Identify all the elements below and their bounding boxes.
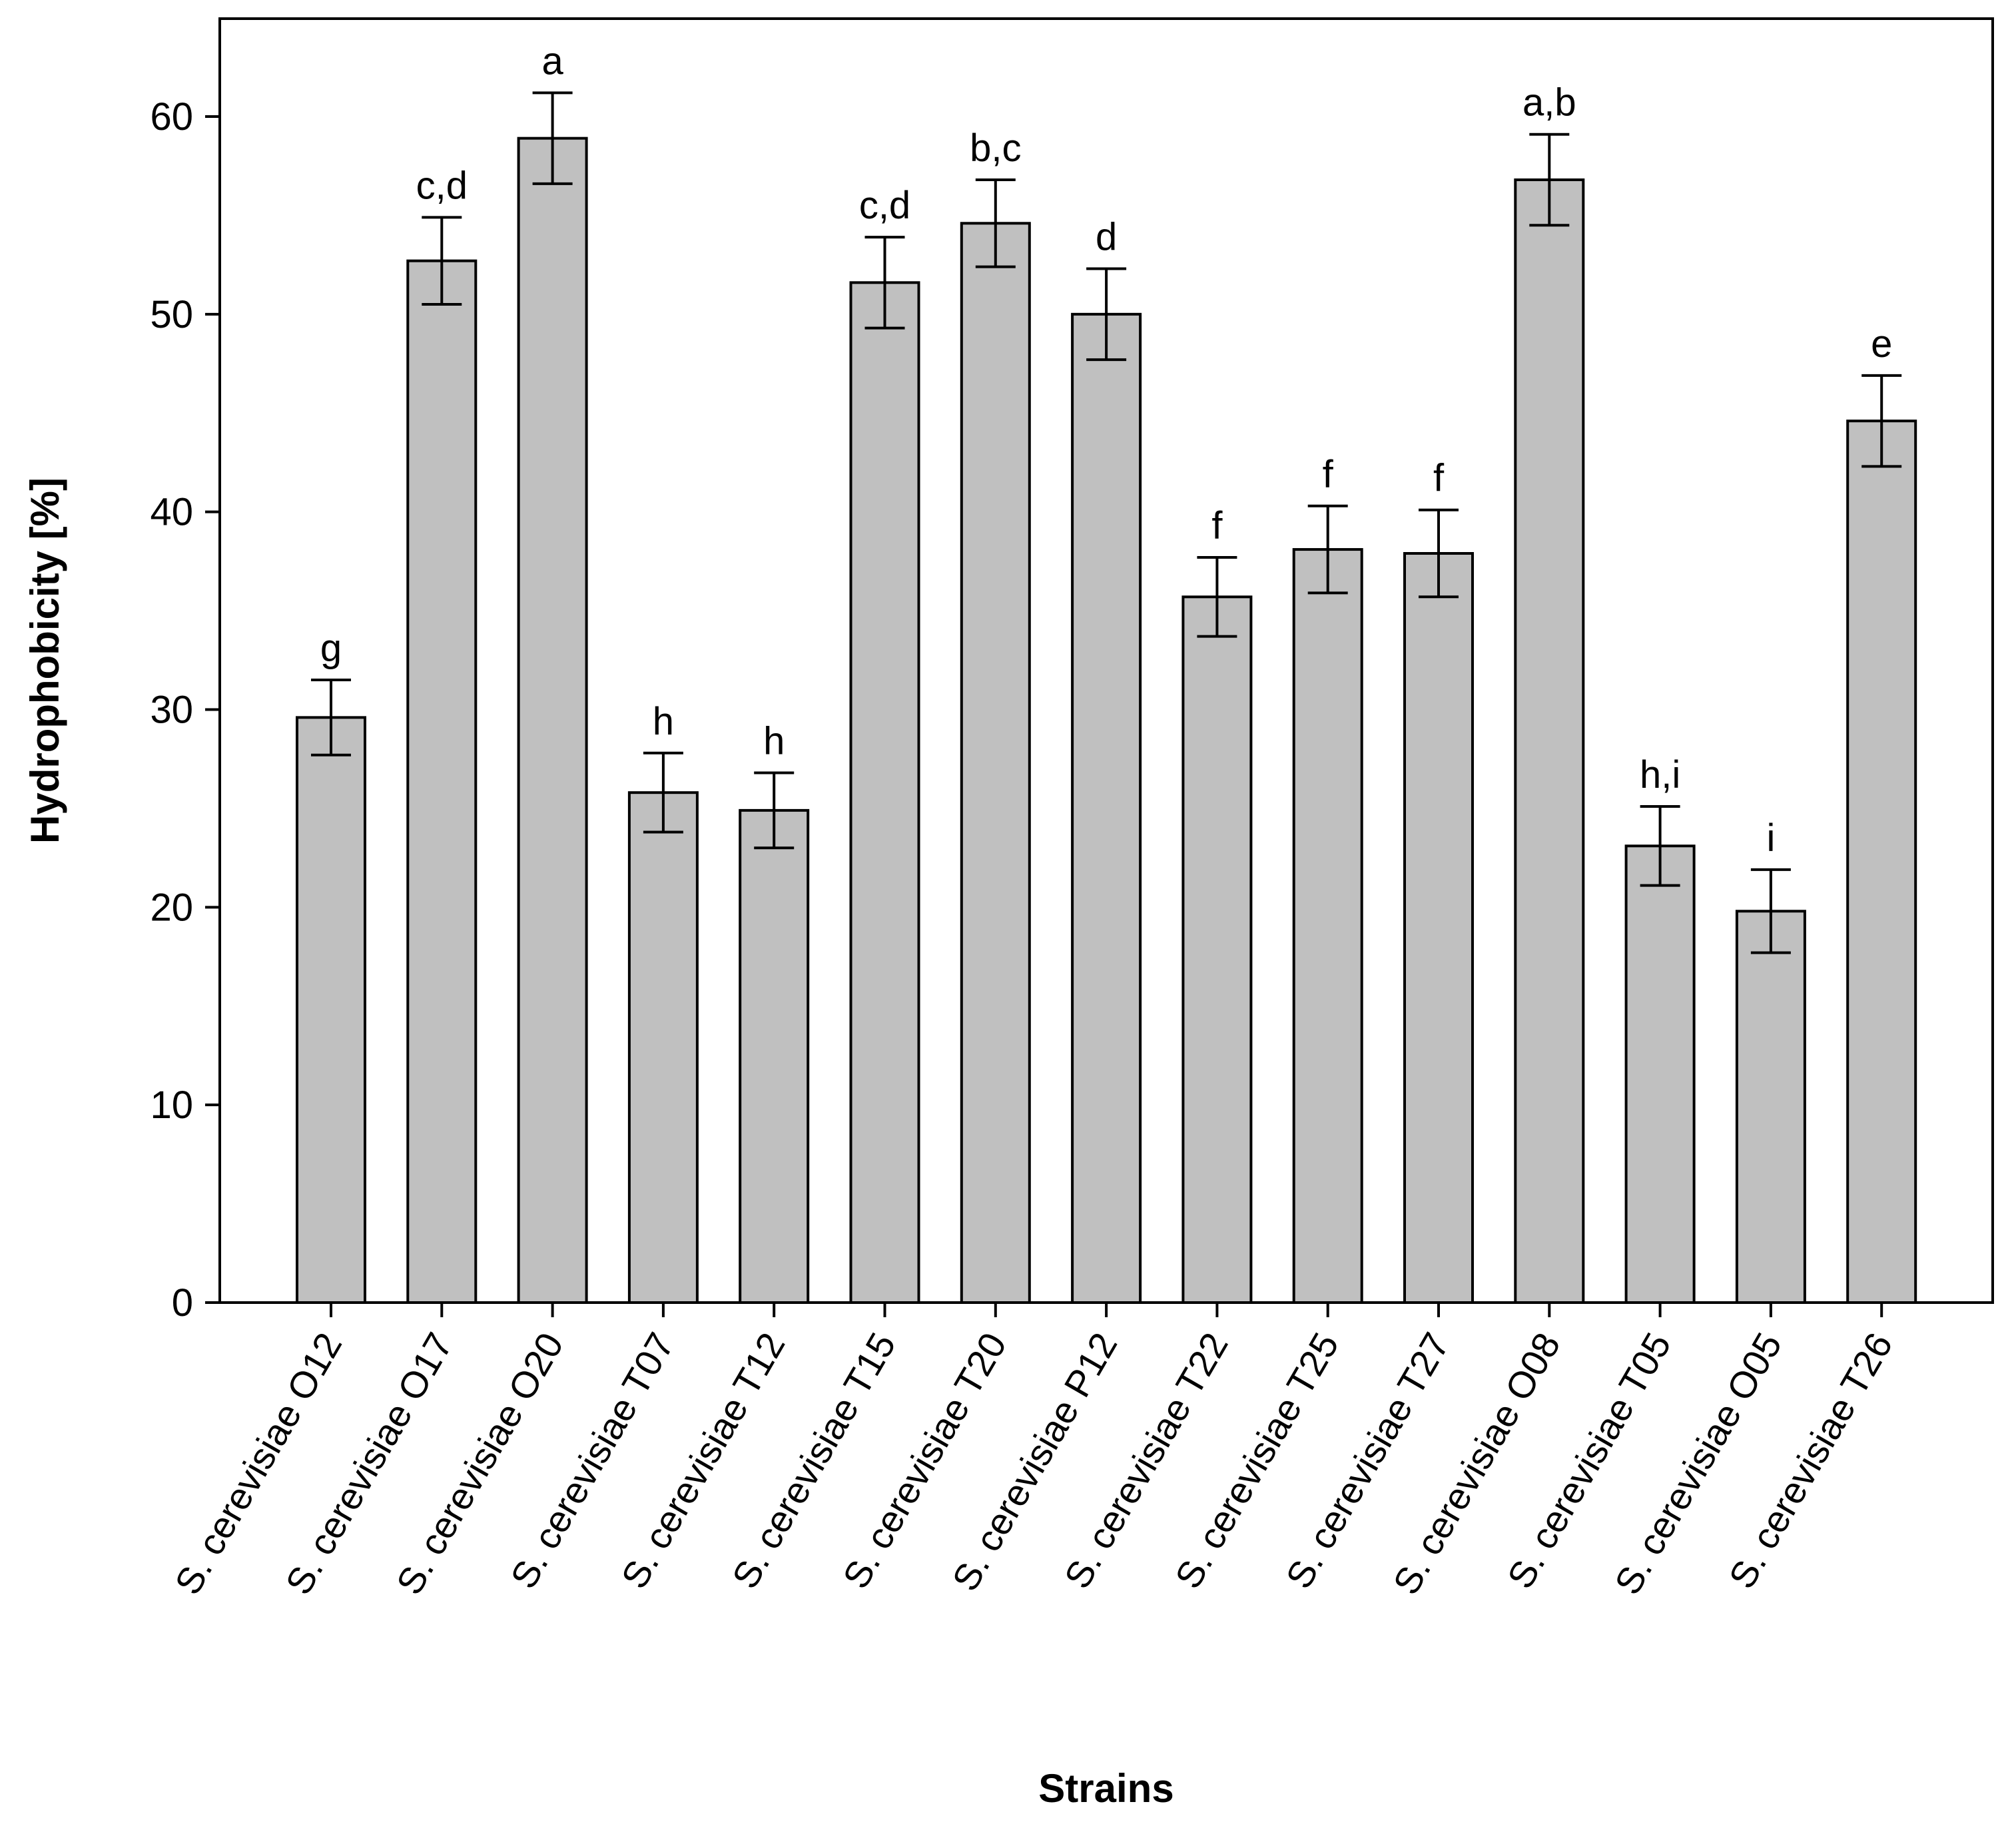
y-tick-label: 30 [150,689,193,732]
bar [627,791,699,1305]
significance-label: f [1433,457,1445,500]
y-axis-title: Hydrophobicity [%] [23,477,67,844]
significance-label: e [1871,322,1892,366]
significance-label: h,i [1640,753,1680,796]
significance-label: c,d [859,184,910,227]
y-tick-label: 20 [150,886,193,929]
bar [296,716,366,1304]
bar [1071,312,1142,1304]
significance-label: h [653,700,674,743]
significance-label: a,b [1522,81,1576,125]
significance-label: f [1323,453,1334,496]
bar [1403,552,1474,1304]
significance-label: i [1766,816,1775,860]
y-tick-label: 0 [172,1281,193,1325]
bar [1735,910,1806,1304]
significance-label: b,c [970,127,1021,170]
bar [1292,548,1363,1305]
bar [1181,595,1253,1304]
y-tick-label: 40 [150,491,193,534]
x-axis-title: Strains [1038,1766,1174,1811]
y-tick-label: 60 [150,95,193,139]
significance-label: c,d [416,164,468,207]
bar [517,137,588,1305]
bar [849,281,920,1305]
y-tick-label: 50 [150,293,193,336]
bar [960,222,1031,1304]
significance-label: a [541,39,563,83]
significance-label: g [320,627,342,670]
significance-label: d [1096,216,1117,259]
bar [406,259,478,1304]
bar [1624,844,1696,1304]
y-axis: 0 10 20 30 40 50 60 [150,95,220,1325]
bar [739,808,810,1304]
significance-label: f [1211,504,1223,547]
bar [1514,178,1585,1304]
y-tick-label: 10 [150,1083,193,1127]
significance-label: h [763,719,785,762]
bar [1846,420,1917,1305]
bar-series: g c,d a h h c,d b,c d f f f a,b h,i i e [296,39,1917,1305]
